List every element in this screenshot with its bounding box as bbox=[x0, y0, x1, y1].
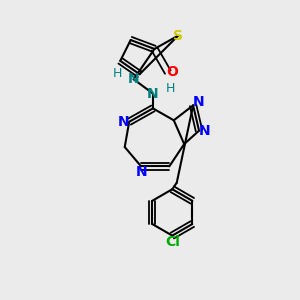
Text: N: N bbox=[135, 165, 147, 179]
Text: N: N bbox=[193, 95, 204, 110]
Text: S: S bbox=[173, 28, 183, 43]
Text: N: N bbox=[199, 124, 211, 138]
Text: N: N bbox=[118, 115, 130, 129]
Text: H: H bbox=[112, 68, 122, 80]
Text: O: O bbox=[166, 65, 178, 79]
Text: Cl: Cl bbox=[165, 235, 180, 249]
Text: N: N bbox=[128, 72, 140, 86]
Text: N: N bbox=[147, 86, 159, 100]
Text: H: H bbox=[166, 82, 175, 95]
